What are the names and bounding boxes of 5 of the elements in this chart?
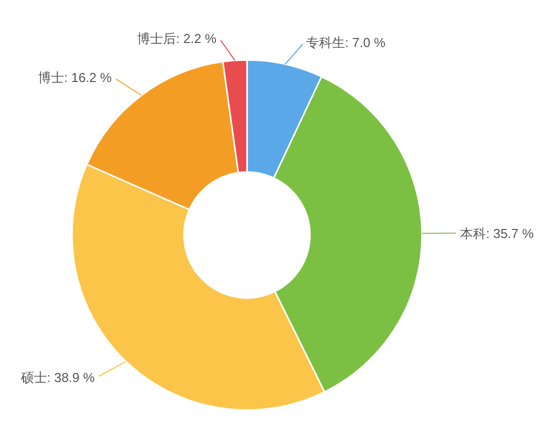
slice-label: 博士: 16.2 % bbox=[38, 70, 112, 85]
slice-label: 硕士: 38.9 % bbox=[20, 370, 96, 385]
slice-label: 博士后: 2.2 % bbox=[137, 31, 217, 46]
slice-label: 专科生: 7.0 % bbox=[306, 35, 386, 50]
slice-label: 本科: 35.7 % bbox=[460, 226, 534, 241]
